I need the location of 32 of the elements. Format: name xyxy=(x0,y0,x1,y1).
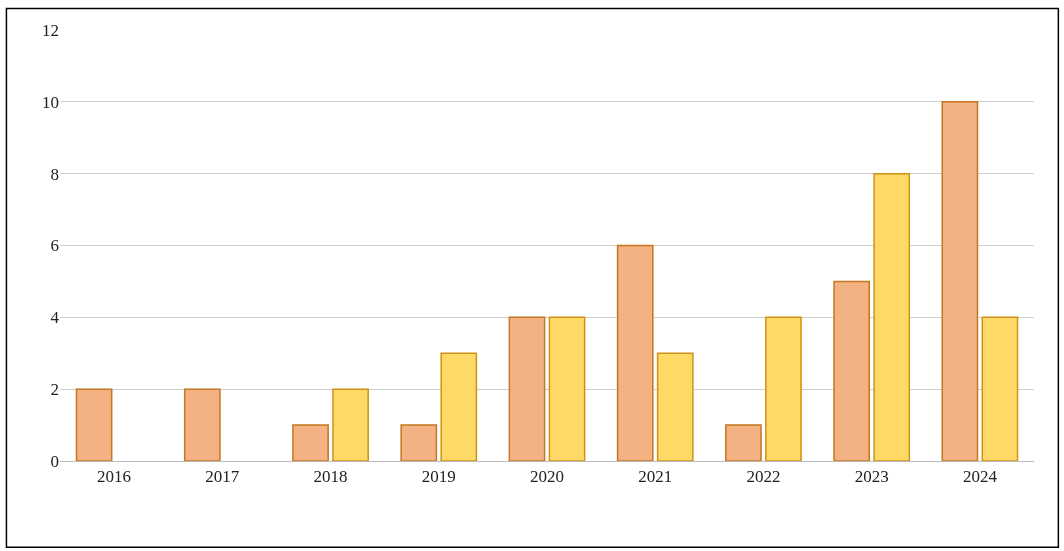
bar xyxy=(765,316,802,461)
x-tick-label: 2019 xyxy=(421,467,456,487)
x-tick-label: 2022 xyxy=(746,467,781,487)
bar xyxy=(400,424,438,461)
bar xyxy=(292,424,329,461)
y-tick-label: 0 xyxy=(50,451,59,471)
y-tick-label: 8 xyxy=(50,164,59,184)
y-tick-label: 2 xyxy=(50,380,59,400)
bar xyxy=(75,388,113,461)
y-tick-label: 6 xyxy=(50,236,59,256)
bar xyxy=(440,352,478,461)
bar xyxy=(183,388,221,461)
bar xyxy=(616,244,654,461)
x-tick-label: 2016 xyxy=(97,467,132,487)
x-tick-label: 2023 xyxy=(854,467,889,487)
bar xyxy=(981,316,1019,461)
bar xyxy=(656,352,694,461)
y-tick-label: 12 xyxy=(42,20,59,40)
y-tick-label: 4 xyxy=(50,308,60,328)
x-tick-label: 2024 xyxy=(962,467,998,487)
bar xyxy=(941,101,979,461)
x-tick-label: 2017 xyxy=(205,467,240,487)
bar xyxy=(548,316,586,461)
x-tick-label: 2020 xyxy=(530,467,564,487)
bar xyxy=(833,280,871,461)
x-tick-label: 2021 xyxy=(638,467,673,487)
bar xyxy=(332,388,369,461)
x-tick-label: 2018 xyxy=(313,467,348,487)
bar xyxy=(873,172,911,461)
y-tick-label: 10 xyxy=(42,92,59,112)
bar xyxy=(725,424,762,461)
bar xyxy=(508,316,546,461)
